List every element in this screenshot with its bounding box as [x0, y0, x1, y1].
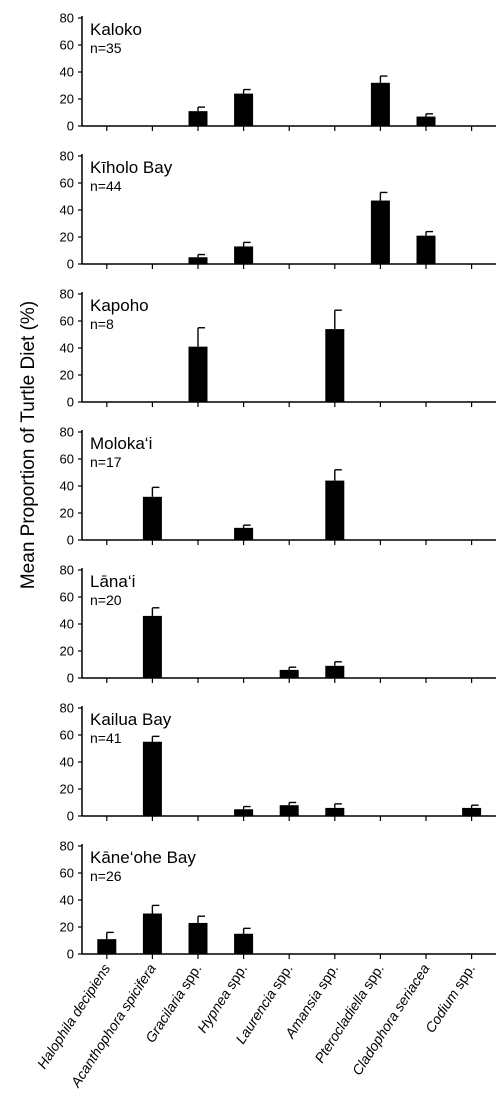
bar [234, 809, 254, 816]
y-tick-label: 80 [60, 149, 74, 164]
bar [234, 527, 254, 540]
y-tick-label: 20 [60, 92, 74, 107]
bar [325, 807, 345, 816]
panel-title: Moloka‘i [90, 434, 152, 453]
bar [188, 257, 208, 264]
panel-n-label: n=20 [90, 592, 122, 608]
panel-title: Kaloko [90, 20, 142, 39]
x-category-suffix: spp. [175, 961, 205, 995]
y-tick-label: 20 [60, 230, 74, 245]
bar [188, 111, 208, 126]
bar [97, 939, 117, 954]
panel-n-label: n=35 [90, 40, 122, 56]
panel-4: 0 20 40 60 80 Lāna‘in=20 [60, 563, 496, 686]
y-tick-label: 60 [60, 38, 74, 53]
y-tick-label: 0 [67, 395, 74, 410]
y-tick-label: 20 [60, 368, 74, 383]
y-tick-label: 60 [60, 176, 74, 191]
bar [325, 329, 345, 402]
bar [142, 913, 162, 954]
y-tick-label: 20 [60, 644, 74, 659]
bar [234, 246, 254, 264]
y-tick-label: 80 [60, 839, 74, 854]
x-category-suffix: spp. [311, 961, 341, 995]
bar [325, 480, 345, 540]
y-tick-label: 80 [60, 287, 74, 302]
bar [188, 922, 208, 954]
x-category-suffix: spp. [357, 961, 387, 995]
panel-title: Kapoho [90, 296, 149, 315]
panel-n-label: n=41 [90, 730, 122, 746]
panel-n-label: n=8 [90, 316, 114, 332]
y-tick-label: 60 [60, 452, 74, 467]
bar [142, 741, 162, 816]
y-tick-label: 0 [67, 533, 74, 548]
x-category-suffix: spp. [266, 961, 296, 995]
bar [142, 615, 162, 678]
panel-title: Kailua Bay [90, 710, 172, 729]
x-category-suffix: spp. [220, 961, 250, 995]
y-tick-label: 40 [60, 755, 74, 770]
y-tick-label: 40 [60, 893, 74, 908]
y-tick-label: 20 [60, 782, 74, 797]
y-tick-label: 80 [60, 425, 74, 440]
y-tick-label: 40 [60, 617, 74, 632]
bar [416, 235, 436, 264]
x-category-label: Acanthophora spicifera [67, 961, 159, 1091]
panel-title: Kāne‘ohe Bay [90, 848, 196, 867]
bar [462, 807, 482, 816]
bar [370, 82, 390, 126]
y-tick-label: 40 [60, 65, 74, 80]
y-tick-label: 40 [60, 479, 74, 494]
y-tick-label: 40 [60, 341, 74, 356]
panel-n-label: n=26 [90, 868, 122, 884]
y-tick-label: 0 [67, 671, 74, 686]
y-axis-label: Mean Proportion of Turtle Diet (%) [18, 301, 39, 589]
bar [188, 346, 208, 402]
y-tick-label: 20 [60, 920, 74, 935]
y-tick-label: 80 [60, 563, 74, 578]
panel-title: Kīholo Bay [90, 158, 173, 177]
bar [279, 669, 299, 678]
bar [370, 200, 390, 264]
y-tick-label: 0 [67, 119, 74, 134]
y-tick-label: 60 [60, 590, 74, 605]
bar [416, 116, 436, 126]
y-tick-label: 80 [60, 701, 74, 716]
panel-3: 0 20 40 60 80 Moloka‘in=17 [60, 425, 496, 548]
bar [325, 665, 345, 678]
y-tick-label: 80 [60, 11, 74, 26]
panel-n-label: n=44 [90, 178, 122, 194]
bar [234, 933, 254, 954]
x-category-suffix: spp. [448, 961, 478, 995]
panel-n-label: n=17 [90, 454, 122, 470]
y-tick-label: 40 [60, 203, 74, 218]
panel-title: Lāna‘i [90, 572, 135, 591]
y-tick-label: 0 [67, 809, 74, 824]
bar [279, 805, 299, 816]
y-tick-label: 60 [60, 728, 74, 743]
y-tick-label: 60 [60, 866, 74, 881]
bar [142, 496, 162, 540]
y-tick-label: 20 [60, 506, 74, 521]
y-tick-label: 0 [67, 257, 74, 272]
bar [234, 93, 254, 126]
y-tick-label: 0 [67, 947, 74, 962]
y-tick-label: 60 [60, 314, 74, 329]
